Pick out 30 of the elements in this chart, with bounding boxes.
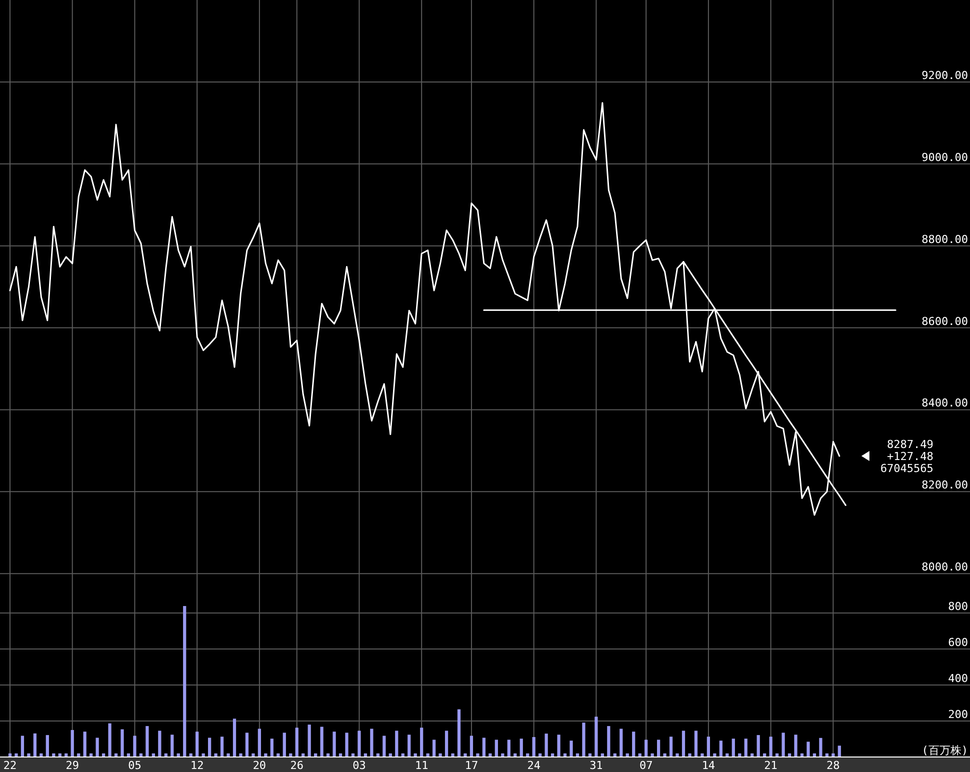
x-tick-label: 07 [639, 759, 653, 772]
x-tick-label: 11 [414, 759, 428, 772]
x-tick-label: 12 [190, 759, 204, 772]
y-tick-label: 9000.00 [922, 150, 968, 164]
y-tick-label: 400 [948, 672, 968, 686]
annotation: +127.48 [887, 450, 934, 464]
y-tick-label: 8000.00 [922, 560, 968, 574]
x-tick-label: 28 [826, 759, 840, 772]
x-tick-label: 14 [702, 759, 716, 772]
y-tick-label: 8200.00 [922, 478, 968, 492]
x-tick-label: 26 [290, 759, 304, 772]
x-tick-label: 22 [3, 759, 17, 772]
y-tick-label: 200 [948, 708, 968, 722]
x-tick-label: 17 [464, 759, 478, 772]
y-tick-label: 8600.00 [922, 314, 968, 328]
annotation: 67045565 [880, 462, 934, 476]
x-tick-label: 20 [252, 759, 266, 772]
x-tick-label: 29 [66, 759, 79, 772]
annotation: 8287.49 [887, 438, 934, 452]
x-tick-label: 03 [352, 759, 366, 772]
y-tick-label: 800 [948, 600, 968, 614]
y-axis-title: (百万株) [922, 744, 968, 757]
x-tick-label: 21 [764, 759, 778, 772]
x-tick-label: 05 [128, 759, 142, 772]
y-tick-label: 8400.00 [922, 396, 968, 410]
x-tick-label: 31 [590, 759, 603, 772]
y-tick-label: 9200.00 [922, 68, 968, 82]
x-tick-label: 24 [527, 759, 541, 772]
y-tick-label: 600 [948, 636, 968, 650]
y-tick-label: 8800.00 [922, 232, 968, 246]
